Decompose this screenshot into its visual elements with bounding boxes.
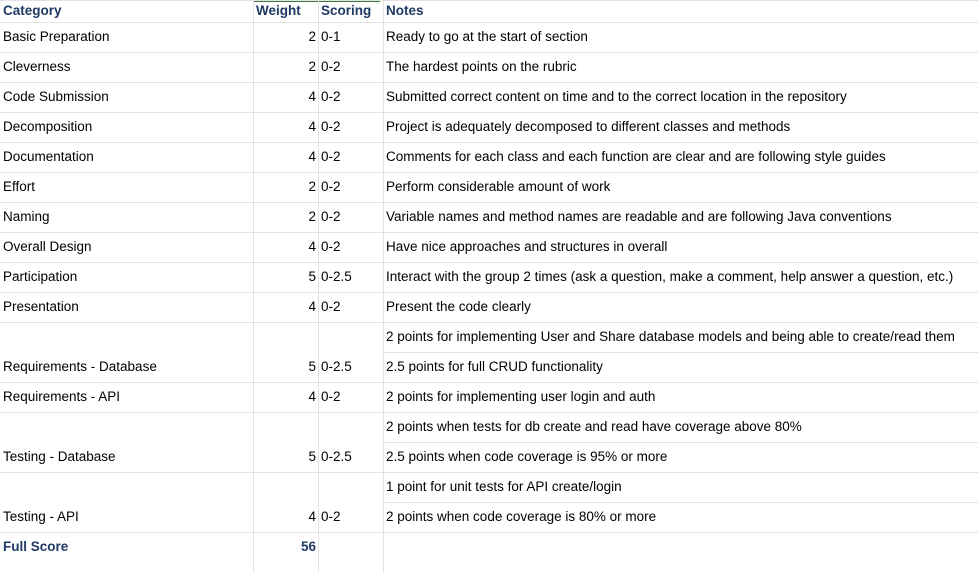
category-cell[interactable]: Basic Preparation [3,29,110,44]
weight-cell[interactable]: 4 [308,239,316,254]
notes-cell[interactable]: The hardest points on the rubric [386,59,577,74]
scoring-cell[interactable]: 0-2 [321,509,341,524]
notes-cell[interactable]: 2 points for implementing user login and… [386,389,656,404]
notes-cell[interactable]: 2.5 points for full CRUD functionality [386,359,603,374]
scoring-cell[interactable]: 0-2 [321,299,341,314]
row-border [0,412,978,413]
category-cell[interactable]: Participation [3,269,78,284]
weight-cell[interactable]: 2 [308,179,316,194]
notes-cell[interactable]: Project is adequately decomposed to diff… [386,119,791,134]
notes-cell[interactable]: 2 points when tests for db create and re… [386,419,802,434]
row-border [0,0,978,1]
category-cell[interactable]: Presentation [3,299,79,314]
column-border [318,0,319,572]
notes-cell[interactable]: Interact with the group 2 times (ask a q… [386,269,954,284]
row-border [0,112,978,113]
row-border [0,82,978,83]
weight-cell[interactable]: 4 [308,509,316,524]
category-cell[interactable]: Naming [3,209,50,224]
full-score-label[interactable]: Full Score [3,539,69,554]
row-border [0,322,978,323]
weight-cell[interactable]: 2 [308,29,316,44]
row-border [0,382,978,383]
header-notes[interactable]: Notes [386,3,424,18]
category-cell[interactable]: Overall Design [3,239,92,254]
row-border [0,532,978,533]
scoring-cell[interactable]: 0-2.5 [321,449,352,464]
notes-cell[interactable]: Have nice approaches and structures in o… [386,239,668,254]
category-cell[interactable]: Cleverness [3,59,71,74]
row-border [0,22,978,23]
notes-cell[interactable]: Variable names and method names are read… [386,209,892,224]
selected-column-indicator [254,0,380,2]
row-border [0,262,978,263]
scoring-cell[interactable]: 0-2 [321,149,341,164]
notes-cell[interactable]: 2.5 points when code coverage is 95% or … [386,449,668,464]
notes-cell[interactable]: 1 point for unit tests for API create/lo… [386,479,622,494]
category-cell[interactable]: Decomposition [3,119,93,134]
notes-cell[interactable]: Submitted correct content on time and to… [386,89,847,104]
scoring-cell[interactable]: 0-2 [321,119,341,134]
scoring-cell[interactable]: 0-2.5 [321,359,352,374]
weight-cell[interactable]: 4 [308,119,316,134]
scoring-cell[interactable]: 0-2 [321,89,341,104]
notes-subline [383,352,978,353]
weight-cell[interactable]: 4 [308,149,316,164]
category-cell[interactable]: Requirements - API [3,389,121,404]
column-border [383,0,384,572]
category-cell[interactable]: Testing - API [3,509,79,524]
scoring-cell[interactable]: 0-2 [321,389,341,404]
row-border [0,142,978,143]
notes-cell[interactable]: 2 points for implementing User and Share… [386,329,955,344]
notes-cell[interactable]: Comments for each class and each functio… [386,149,886,164]
scoring-cell[interactable]: 0-2.5 [321,269,352,284]
scoring-cell[interactable]: 0-1 [321,29,341,44]
row-border [0,52,978,53]
category-cell[interactable]: Requirements - Database [3,359,157,374]
category-cell[interactable]: Code Submission [3,89,109,104]
weight-cell[interactable]: 4 [308,389,316,404]
header-category[interactable]: Category [3,3,62,18]
category-cell[interactable]: Documentation [3,149,94,164]
notes-subline [383,502,978,503]
notes-cell[interactable]: Ready to go at the start of section [386,29,588,44]
scoring-cell[interactable]: 0-2 [321,209,341,224]
category-cell[interactable]: Testing - Database [3,449,116,464]
weight-cell[interactable]: 4 [308,299,316,314]
full-score-value[interactable]: 56 [300,539,316,554]
scoring-cell[interactable]: 0-2 [321,239,341,254]
notes-cell[interactable]: 2 points when code coverage is 80% or mo… [386,509,657,524]
weight-cell[interactable]: 5 [308,359,316,374]
category-cell[interactable]: Effort [3,179,36,194]
column-border [253,0,254,572]
row-border [0,232,978,233]
weight-cell[interactable]: 5 [308,269,316,284]
scoring-cell[interactable]: 0-2 [321,179,341,194]
weight-cell[interactable]: 2 [308,59,316,74]
weight-cell[interactable]: 2 [308,209,316,224]
row-border [0,472,978,473]
row-border [0,292,978,293]
notes-subline [383,442,978,443]
notes-cell[interactable]: Perform considerable amount of work [386,179,611,194]
row-border [0,202,978,203]
header-weight[interactable]: Weight [256,3,301,18]
weight-cell[interactable]: 5 [308,449,316,464]
weight-cell[interactable]: 4 [308,89,316,104]
notes-cell[interactable]: Present the code clearly [386,299,531,314]
header-scoring[interactable]: Scoring [321,3,372,18]
scoring-cell[interactable]: 0-2 [321,59,341,74]
row-border [0,172,978,173]
